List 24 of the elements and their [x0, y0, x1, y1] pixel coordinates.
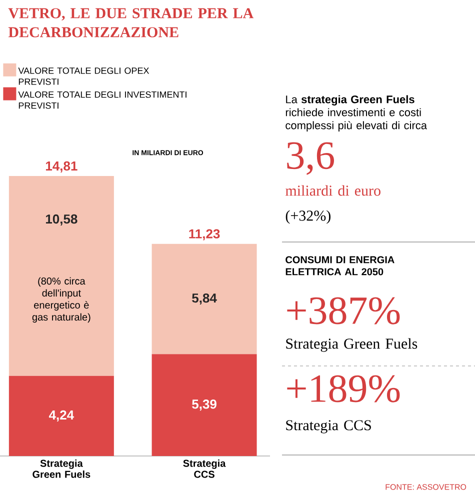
bar — [152, 244, 257, 354]
total-label: 11,23 — [189, 229, 220, 240]
source-note: FONTE: ASSOVETRO — [386, 484, 466, 490]
text: Strategia Green Fuels — [286, 338, 418, 352]
data-label: 10,58 — [46, 214, 78, 226]
data-label: 5,39 — [192, 400, 216, 411]
total-label: 14,81 — [46, 161, 78, 172]
text: 3,6 — [287, 142, 334, 175]
annotation: (80% circa dell'input energetico è gas naturale) — [32, 277, 90, 323]
bar — [152, 354, 257, 456]
legend-label: VALORE TOTALE DEGLI OPEX PREVISTI — [18, 67, 150, 85]
bar — [8, 376, 114, 456]
legend-label: VALORE TOTALE DEGLI INVESTIMENTI PREVISTI — [18, 91, 186, 109]
data-label: 5,84 — [192, 293, 217, 305]
text: (+32%) — [286, 210, 330, 224]
text: CONSUMI DI ENERGIA ELETTRICA AL 2050 — [286, 256, 394, 276]
text: +189% — [287, 375, 400, 402]
bar — [8, 176, 114, 376]
text: +387% — [287, 297, 400, 324]
text: La strategia Green Fuels richiede investimenti e costi complessi più elevati di circa — [286, 95, 427, 132]
text: Strategia CCS — [286, 420, 371, 434]
text: miliardi di euro — [286, 185, 380, 196]
data-label: 4,24 — [48, 410, 74, 422]
chart-title: VETRO, LE DUE STRADE PER LA DECARBONIZZAZIONE — [8, 8, 254, 38]
